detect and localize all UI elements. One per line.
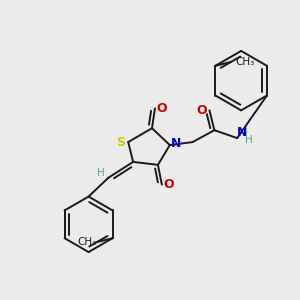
Text: O: O [157,102,167,115]
Text: N: N [171,136,181,150]
Text: O: O [164,178,174,191]
Text: O: O [196,104,207,117]
Text: N: N [237,126,247,139]
Text: S: S [116,136,125,148]
Text: CH₃: CH₃ [77,237,97,247]
Text: H: H [245,135,253,145]
Text: CH₃: CH₃ [236,57,255,67]
Text: H: H [97,168,104,178]
